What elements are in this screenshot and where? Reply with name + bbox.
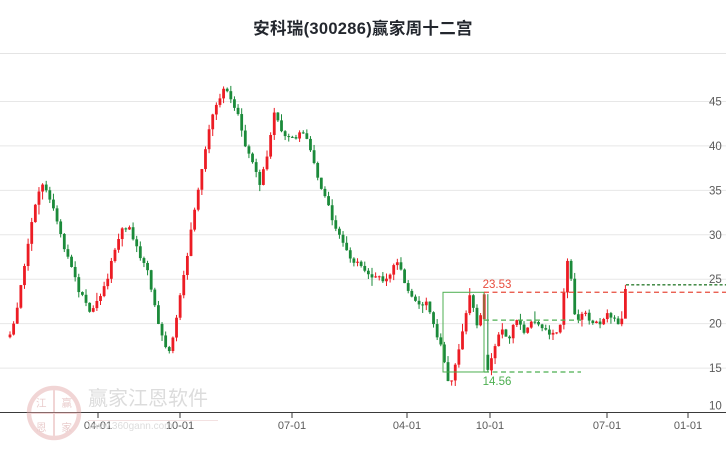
svg-text:赢家江恩软件: 赢家江恩软件 <box>88 382 208 411</box>
svg-text:35: 35 <box>709 185 722 197</box>
svg-text:30: 30 <box>709 230 722 242</box>
svg-text:www.360gann.com: www.360gann.com <box>87 421 173 432</box>
svg-text:20: 20 <box>709 319 722 331</box>
svg-text:家: 家 <box>61 420 72 435</box>
svg-text:10: 10 <box>709 401 722 413</box>
svg-text:15: 15 <box>709 363 722 375</box>
svg-text:07-01: 07-01 <box>278 420 306 432</box>
svg-text:40: 40 <box>709 141 722 153</box>
svg-text:赢: 赢 <box>61 396 72 411</box>
svg-text:07-01: 07-01 <box>593 420 621 432</box>
svg-text:江: 江 <box>36 396 47 411</box>
svg-text:25: 25 <box>709 274 722 286</box>
svg-text:45: 45 <box>709 97 722 109</box>
svg-text:01-01: 01-01 <box>674 420 702 432</box>
svg-text:14.56: 14.56 <box>483 376 512 388</box>
svg-text:恩: 恩 <box>36 420 47 435</box>
svg-text:10-01: 10-01 <box>476 420 504 432</box>
svg-text:04-01: 04-01 <box>393 420 421 432</box>
svg-text:23.53: 23.53 <box>483 279 512 291</box>
